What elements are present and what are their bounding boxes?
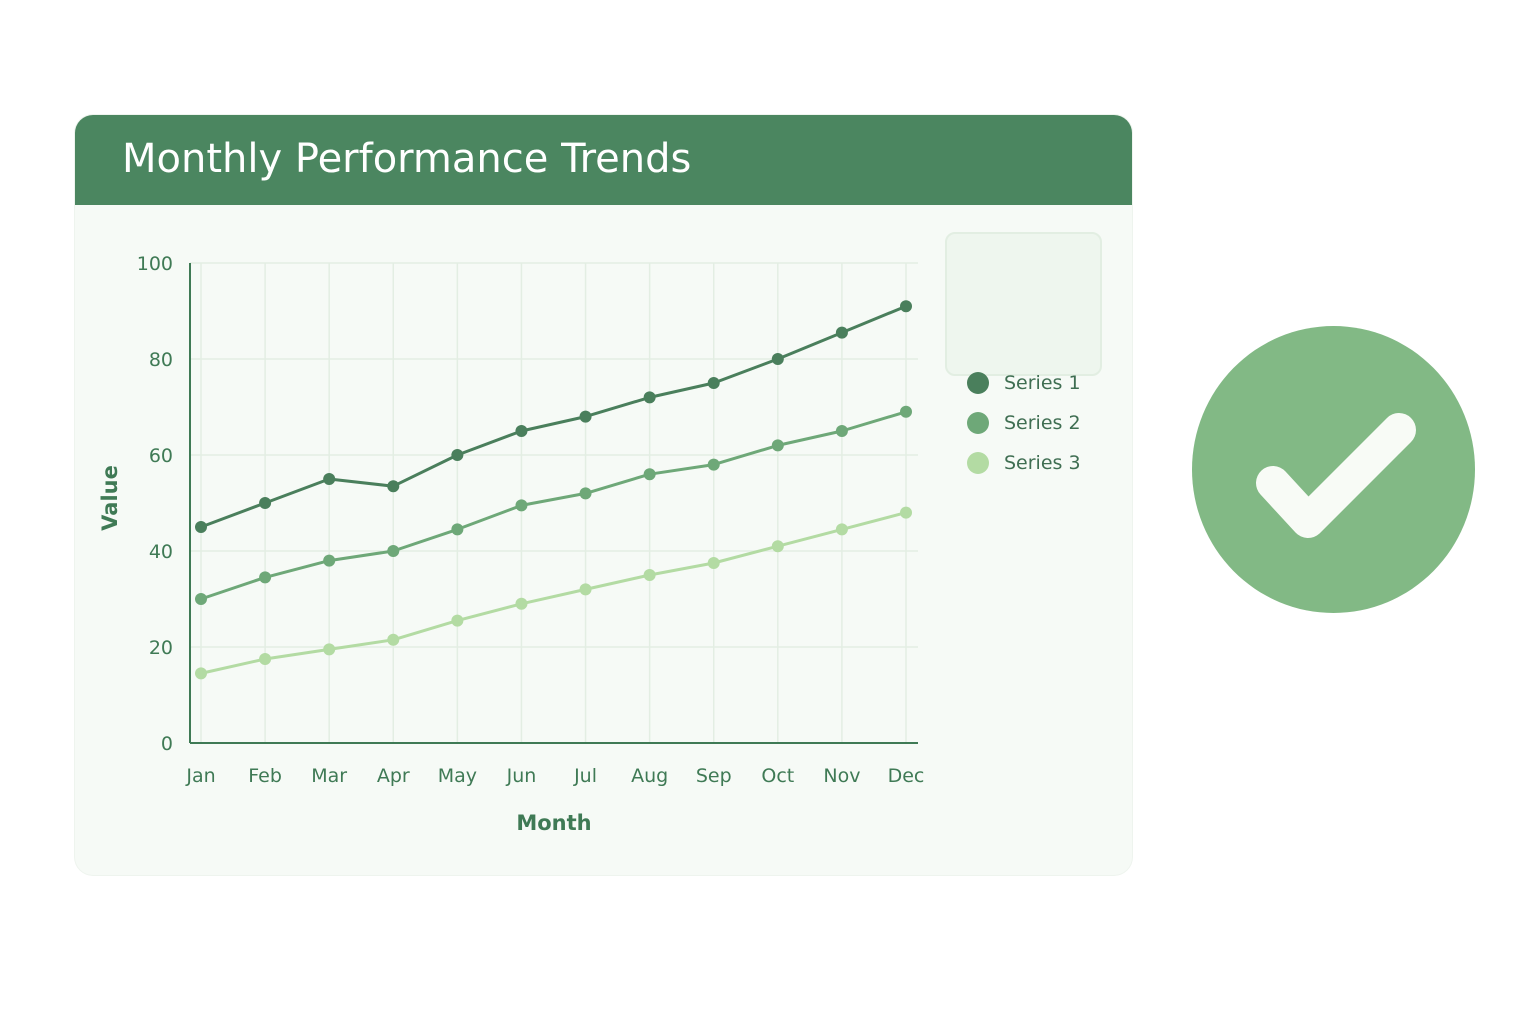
badge-circle	[1192, 326, 1475, 613]
x-tick-label: Jun	[506, 765, 537, 787]
data-point[interactable]	[771, 439, 784, 452]
data-point[interactable]	[259, 497, 272, 509]
series-1	[195, 300, 912, 533]
x-tick-label: Apr	[377, 765, 410, 787]
checkmark-icon	[1256, 413, 1416, 538]
data-point[interactable]	[771, 540, 784, 553]
data-point[interactable]	[707, 557, 720, 569]
x-tick-label: Feb	[248, 765, 282, 787]
data-point[interactable]	[515, 499, 528, 512]
data-point[interactable]	[835, 523, 848, 536]
data-point[interactable]	[387, 480, 400, 493]
data-point[interactable]	[771, 353, 784, 365]
series-3	[195, 506, 912, 680]
legend-label-series-2: Series 2	[1004, 412, 1081, 434]
legend-swatch-series-1	[967, 372, 989, 394]
x-tick-label: Aug	[631, 765, 668, 787]
axes	[189, 263, 918, 744]
data-point[interactable]	[195, 521, 207, 533]
data-point[interactable]	[900, 405, 912, 418]
data-point[interactable]	[259, 571, 272, 584]
check-circle-icon	[1192, 326, 1475, 613]
legend-swatch-series-2	[967, 412, 989, 434]
legend-item-series-1[interactable]: Series 1	[967, 368, 1081, 398]
grid	[190, 262, 918, 743]
y-tick-label: 0	[161, 733, 173, 755]
y-tick-label: 80	[149, 349, 173, 371]
data-point[interactable]	[451, 523, 464, 536]
data-point[interactable]	[579, 410, 592, 423]
data-point[interactable]	[387, 633, 400, 646]
data-point[interactable]	[579, 487, 592, 500]
legend-label-series-1: Series 1	[1004, 372, 1081, 394]
y-tick-label: 60	[149, 445, 173, 467]
series-line	[200, 511, 907, 675]
data-point[interactable]	[579, 583, 592, 596]
data-point[interactable]	[643, 391, 656, 404]
x-tick-label: Jul	[573, 765, 597, 787]
data-point[interactable]	[643, 569, 656, 581]
data-point[interactable]	[835, 425, 848, 437]
data-point[interactable]	[900, 300, 912, 313]
data-point[interactable]	[195, 593, 207, 605]
data-point[interactable]	[707, 377, 720, 389]
data-point[interactable]	[835, 326, 848, 339]
data-point[interactable]	[387, 545, 400, 557]
data-point[interactable]	[515, 425, 528, 437]
data-point[interactable]	[323, 643, 336, 656]
data-point[interactable]	[900, 506, 912, 519]
data-point[interactable]	[451, 614, 464, 627]
x-tick-label: Mar	[311, 765, 347, 787]
card-header: Monthly Performance Trends	[75, 115, 1132, 205]
data-point[interactable]	[451, 449, 464, 461]
legend-item-series-3[interactable]: Series 3	[967, 448, 1081, 478]
series-2	[195, 405, 912, 605]
x-tick-label: Oct	[761, 765, 794, 787]
x-tick-label: Nov	[823, 765, 860, 787]
data-point[interactable]	[323, 473, 336, 485]
legend-item-series-2[interactable]: Series 2	[967, 408, 1081, 438]
y-tick-label: 40	[149, 541, 173, 563]
line-chart: 0 20 40 60 80 100 Jan Feb Mar Apr May Jun Jul Aug Sep O…	[98, 253, 925, 835]
series-group	[195, 300, 912, 680]
data-point[interactable]	[707, 458, 720, 471]
x-tick-label: Jan	[185, 765, 215, 787]
data-point[interactable]	[323, 554, 336, 567]
y-tick-label: 20	[149, 637, 173, 659]
series-line	[200, 410, 907, 601]
y-tick-label: 100	[137, 253, 173, 275]
series-line	[200, 304, 907, 529]
legend-label-series-3: Series 3	[1004, 452, 1081, 474]
legend-swatch-series-3	[967, 452, 989, 474]
tick-labels: 0 20 40 60 80 100 Jan Feb Mar Apr May Jun Jul Aug Sep O…	[137, 253, 925, 787]
data-point[interactable]	[259, 653, 272, 665]
x-tick-label: May	[438, 765, 477, 787]
chart-card: Monthly Performance Trends 0 20 40 60 80 100 J…	[75, 115, 1132, 875]
y-axis-title: Value	[98, 465, 122, 531]
x-tick-label: Sep	[696, 765, 732, 787]
data-point[interactable]	[643, 468, 656, 481]
data-point[interactable]	[195, 667, 207, 680]
legend: Series 1 Series 2 Series 3	[945, 232, 1102, 474]
chart-title: Monthly Performance Trends	[122, 136, 692, 182]
data-point[interactable]	[515, 597, 528, 610]
x-axis-title: Month	[516, 811, 591, 835]
x-tick-label: Dec	[888, 765, 925, 787]
